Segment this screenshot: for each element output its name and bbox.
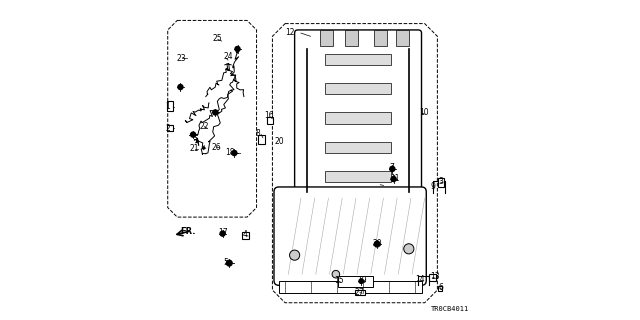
Text: 16: 16 xyxy=(264,111,274,120)
Text: 14: 14 xyxy=(415,276,425,284)
Text: FR.: FR. xyxy=(180,227,196,236)
Bar xyxy=(396,30,409,46)
Text: 13: 13 xyxy=(430,272,440,281)
Circle shape xyxy=(227,260,232,266)
Bar xyxy=(346,30,358,46)
Text: 24: 24 xyxy=(223,52,233,61)
Circle shape xyxy=(220,231,225,236)
FancyBboxPatch shape xyxy=(274,187,426,285)
Bar xyxy=(267,117,273,124)
Text: 6: 6 xyxy=(438,283,443,292)
Text: 5: 5 xyxy=(223,258,228,267)
FancyBboxPatch shape xyxy=(294,30,422,211)
Circle shape xyxy=(232,150,237,156)
Text: TR0CB4011: TR0CB4011 xyxy=(431,306,469,312)
Text: 12: 12 xyxy=(285,28,294,37)
Text: 7: 7 xyxy=(389,163,394,172)
Bar xyxy=(339,276,373,287)
Bar xyxy=(325,54,391,65)
Circle shape xyxy=(359,279,364,284)
Circle shape xyxy=(391,177,396,181)
Circle shape xyxy=(390,166,395,172)
Bar xyxy=(374,30,387,46)
Bar xyxy=(168,101,173,111)
Text: 17: 17 xyxy=(218,228,227,237)
Bar xyxy=(320,30,333,46)
Circle shape xyxy=(404,244,414,254)
Text: 22: 22 xyxy=(200,122,209,131)
Bar xyxy=(325,112,391,124)
Bar xyxy=(438,178,444,187)
Bar xyxy=(325,142,391,153)
Text: 21: 21 xyxy=(189,144,199,153)
Text: 8: 8 xyxy=(256,129,260,138)
Text: 23: 23 xyxy=(177,54,186,63)
Bar xyxy=(325,83,391,94)
Text: 18: 18 xyxy=(225,148,234,157)
Text: 15: 15 xyxy=(334,276,344,285)
Circle shape xyxy=(178,84,183,90)
Bar xyxy=(355,290,365,295)
Text: 1: 1 xyxy=(165,102,170,111)
Text: 25: 25 xyxy=(212,34,222,43)
Text: 11: 11 xyxy=(390,173,400,183)
Text: 2: 2 xyxy=(165,124,170,133)
Text: 26: 26 xyxy=(211,143,221,152)
Text: 4: 4 xyxy=(243,230,248,239)
Text: 20: 20 xyxy=(372,239,382,248)
Text: 10: 10 xyxy=(420,108,429,116)
Text: 3: 3 xyxy=(438,177,444,186)
Bar xyxy=(279,281,422,293)
Circle shape xyxy=(289,250,300,260)
Bar xyxy=(429,274,436,281)
Bar xyxy=(168,125,173,132)
Circle shape xyxy=(191,132,196,137)
Text: 9: 9 xyxy=(430,182,435,191)
Circle shape xyxy=(212,110,218,115)
Bar xyxy=(325,171,391,182)
Circle shape xyxy=(374,241,380,247)
Circle shape xyxy=(332,270,340,278)
Bar xyxy=(243,232,249,239)
Text: 20: 20 xyxy=(274,137,284,147)
Circle shape xyxy=(235,46,240,52)
Text: 19: 19 xyxy=(357,276,367,285)
Text: 27: 27 xyxy=(355,288,364,297)
Bar xyxy=(438,286,442,291)
Bar xyxy=(258,135,265,144)
